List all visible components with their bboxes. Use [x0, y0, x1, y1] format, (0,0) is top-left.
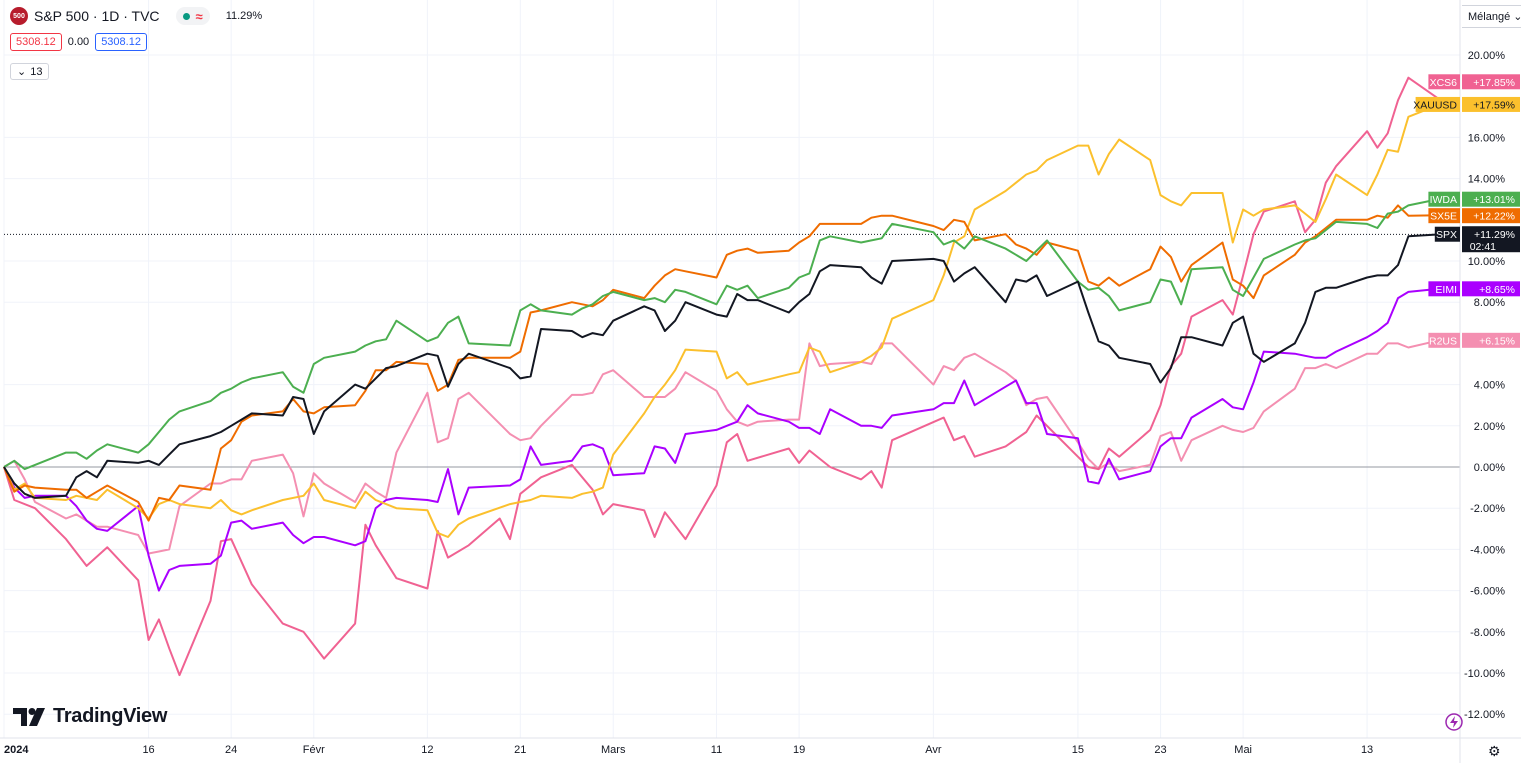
series-name-tag-xauusd[interactable] [1415, 96, 1460, 112]
series-value-xauusd: +17.59% [1473, 99, 1515, 111]
y-tick-label: -8.00% [1470, 627, 1505, 639]
y-tick-label: 20.00% [1468, 50, 1506, 62]
y-tick-label: 10.00% [1468, 256, 1506, 268]
series-value-xcs6: +17.85% [1473, 77, 1515, 89]
series-name-tag-xcs6[interactable] [1428, 74, 1460, 90]
series-badge-xcs6[interactable] [1462, 74, 1520, 90]
x-tick-label: 15 [1072, 744, 1084, 756]
series-name-iwda: IWDA [1430, 194, 1457, 206]
x-tick-label: 2024 [4, 744, 29, 756]
scale-mode-label: Mélangé [1468, 10, 1511, 23]
series-badge-r2us[interactable] [1462, 332, 1520, 348]
x-tick-label: 19 [793, 744, 805, 756]
series-badge-xauusd[interactable] [1462, 96, 1520, 112]
series-badge-sx5e[interactable] [1462, 208, 1520, 224]
x-tick-label: 24 [225, 744, 237, 756]
series-name-spx: SPX [1436, 229, 1457, 241]
series-name-sx5e: SX5E [1430, 211, 1457, 223]
series-countdown-spx: 02:41 [1470, 241, 1496, 253]
y-tick-label: -6.00% [1470, 586, 1505, 598]
buy-price-button[interactable]: 5308.12 [95, 33, 147, 51]
scale-mode-dropdown[interactable]: Mélangé ⌄ [1462, 5, 1521, 28]
y-tick-label: 2.00% [1474, 421, 1505, 433]
series-name-tag-r2us[interactable] [1428, 332, 1460, 348]
series-value-spx: +11.29% [1474, 229, 1515, 241]
flash-icon[interactable] [1444, 712, 1464, 732]
series-line-xcs6[interactable] [3, 76, 1440, 677]
chevron-down-icon: ⌄ [17, 66, 27, 78]
series-value-r2us: +6.15% [1479, 335, 1515, 347]
series-line-iwda[interactable] [3, 198, 1440, 471]
series-line-eimi[interactable] [3, 287, 1440, 592]
y-tick-label: -12.00% [1464, 709, 1505, 721]
series-badge-eimi[interactable] [1462, 281, 1520, 297]
y-tick-label: -10.00% [1464, 668, 1505, 680]
tradingview-logo-icon [13, 707, 45, 726]
tradingview-logo[interactable]: TradingView [13, 705, 167, 728]
y-tick-label: 8.00% [1474, 297, 1505, 309]
series-value-sx5e: +12.22% [1473, 211, 1515, 223]
gear-icon[interactable]: ⚙ [1488, 743, 1501, 759]
series-name-xauusd: XAUUSD [1413, 99, 1457, 111]
brand-name: TradingView [53, 705, 168, 727]
x-tick-label: 12 [421, 744, 433, 756]
symbol-logo[interactable]: 500 [10, 7, 28, 25]
x-tick-label: 11 [711, 744, 722, 756]
x-tick-label: Févr [303, 744, 325, 756]
series-line-xauusd[interactable] [3, 103, 1440, 538]
chevron-down-icon: ⌄ [1513, 11, 1521, 23]
change-percent: 11.29% [225, 10, 263, 22]
y-tick-label: 16.00% [1468, 132, 1506, 144]
status-pill[interactable]: ≈ [175, 7, 210, 25]
chart-header: 500 S&P 500 · 1D · TVC ≈ 11.29% [10, 7, 262, 25]
spread-value: 0.00 [67, 36, 90, 48]
y-tick-label: 0.00% [1474, 462, 1505, 474]
y-tick-label: -4.00% [1470, 544, 1505, 556]
x-tick-label: 23 [1154, 744, 1166, 756]
approx-icon: ≈ [195, 8, 203, 24]
x-tick-label: 13 [1361, 744, 1373, 756]
series-name-eimi: EIMI [1435, 284, 1457, 296]
series-name-tag-sx5e[interactable] [1428, 208, 1460, 224]
x-tick-label: Avr [925, 744, 942, 756]
series-badge-spx[interactable] [1462, 226, 1520, 253]
indicators-toggle[interactable]: ⌄ 13 [10, 63, 50, 80]
series-line-r2us[interactable] [3, 339, 1440, 555]
series-line-spx[interactable] [3, 233, 1440, 499]
indicators-count: 13 [30, 65, 43, 78]
sell-price-button[interactable]: 5308.12 [10, 33, 62, 51]
y-tick-label: -2.00% [1470, 503, 1505, 515]
series-name-tag-spx[interactable] [1434, 226, 1460, 242]
price-row: 5308.12 0.00 5308.12 [10, 33, 147, 51]
x-tick-label: 16 [142, 744, 154, 756]
y-tick-label: 4.00% [1474, 380, 1505, 392]
series-name-r2us: R2US [1429, 335, 1457, 347]
x-tick-label: Mai [1234, 744, 1252, 756]
series-value-iwda: +13.01% [1473, 194, 1515, 206]
series-value-eimi: +8.65% [1479, 284, 1515, 296]
series-line-sx5e[interactable] [3, 204, 1440, 522]
market-status-icon [182, 12, 190, 20]
series-badge-iwda[interactable] [1462, 191, 1520, 207]
series-name-tag-eimi[interactable] [1428, 281, 1460, 297]
y-tick-label: 14.00% [1468, 174, 1506, 186]
series-name-xcs6: XCS6 [1430, 77, 1458, 89]
series-name-tag-iwda[interactable] [1428, 191, 1460, 207]
x-tick-label: Mars [601, 744, 626, 756]
symbol-title[interactable]: S&P 500 · 1D · TVC [34, 8, 160, 24]
x-tick-label: 21 [514, 744, 526, 756]
